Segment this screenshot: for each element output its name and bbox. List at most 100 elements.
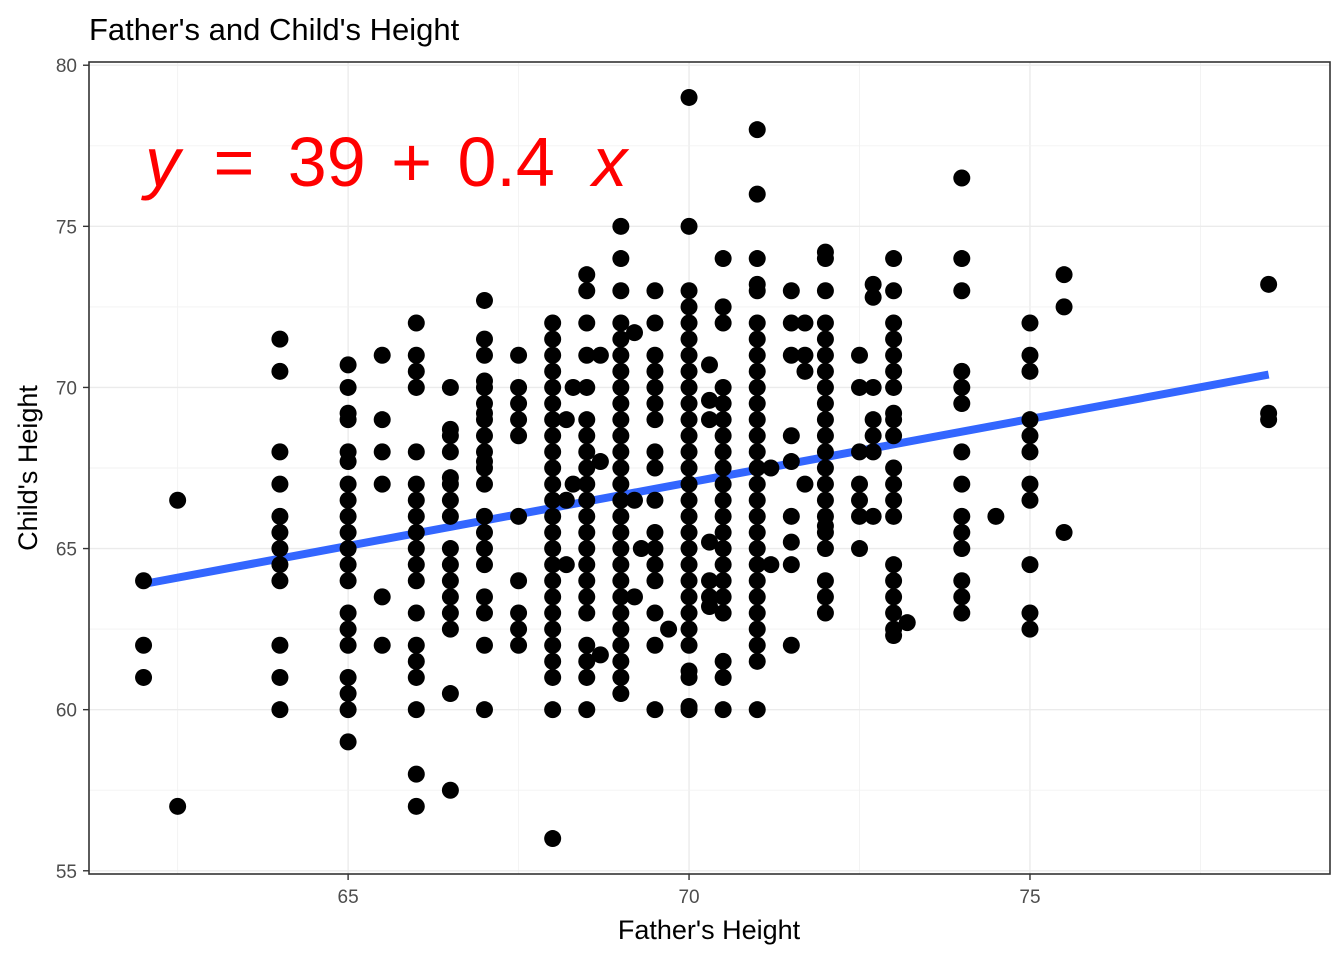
data-point [953, 507, 971, 525]
data-point [714, 668, 732, 686]
data-point [578, 588, 596, 606]
data-point [578, 507, 596, 525]
data-point [612, 362, 630, 380]
data-point [441, 540, 459, 558]
data-point [544, 701, 562, 719]
data-point [475, 475, 493, 493]
data-point [578, 701, 596, 719]
data-point [851, 378, 869, 396]
data-point [271, 507, 289, 525]
data-point [612, 636, 630, 654]
data-point [782, 427, 800, 445]
data-point [816, 411, 834, 429]
data-point [885, 330, 903, 348]
data-point [680, 411, 698, 429]
y-axis-label: Child's Height [13, 385, 43, 551]
data-point [851, 346, 869, 364]
data-point [748, 588, 766, 606]
data-point [680, 556, 698, 574]
data-point [646, 604, 664, 622]
data-point [475, 523, 493, 541]
data-point [714, 314, 732, 332]
data-point [339, 453, 357, 471]
data-point [885, 588, 903, 606]
data-point [885, 627, 903, 645]
data-point [510, 604, 528, 622]
data-point [510, 572, 528, 590]
data-point [885, 314, 903, 332]
data-point [612, 427, 630, 445]
data-point [339, 620, 357, 638]
data-point [680, 475, 698, 493]
data-point [612, 346, 630, 364]
data-point [701, 356, 718, 374]
data-point [407, 523, 425, 541]
data-point [851, 491, 869, 509]
panel-border [88, 61, 1331, 875]
data-point [680, 620, 698, 638]
data-point [407, 604, 425, 622]
data-point [169, 797, 187, 815]
data-point [748, 443, 766, 461]
data-point [748, 427, 766, 445]
data-point [407, 572, 425, 590]
data-point [714, 395, 732, 413]
data-point [714, 507, 732, 525]
data-point [864, 275, 882, 293]
data-point [953, 250, 971, 268]
data-point [816, 395, 834, 413]
data-point [475, 427, 493, 445]
data-point [1021, 620, 1039, 638]
data-point [557, 556, 575, 574]
data-point [816, 314, 834, 332]
data-point [407, 507, 425, 525]
x-tick-label: 75 [1019, 887, 1040, 908]
data-point [612, 475, 630, 493]
data-point [851, 475, 869, 493]
data-point [339, 556, 357, 574]
data-point [578, 378, 596, 396]
data-point [714, 572, 732, 590]
axis-ticks: 65 70 75 55 60 65 70 75 80 [56, 56, 1041, 908]
data-point [714, 475, 732, 493]
data-point [591, 346, 609, 364]
data-point [816, 378, 834, 396]
data-point [953, 604, 971, 622]
data-point [475, 636, 493, 654]
data-point [578, 572, 596, 590]
data-point [612, 314, 630, 332]
data-point [441, 620, 459, 638]
data-point [544, 411, 562, 429]
data-point [135, 572, 153, 590]
data-point [885, 346, 903, 364]
data-point [544, 588, 562, 606]
data-point [680, 282, 698, 300]
data-point [578, 314, 596, 332]
data-point [612, 395, 630, 413]
data-point [510, 507, 528, 525]
data-point [748, 282, 766, 300]
data-point [680, 427, 698, 445]
data-point [646, 411, 664, 429]
data-point [748, 185, 766, 203]
data-point [612, 411, 630, 429]
y-tick-label: 75 [56, 217, 77, 238]
data-point [441, 507, 459, 525]
data-point [475, 378, 493, 396]
data-point [339, 572, 357, 590]
data-point [373, 475, 391, 493]
data-point [271, 523, 289, 541]
data-point [816, 362, 834, 380]
data-point [714, 427, 732, 445]
y-tick-label: 80 [56, 56, 77, 77]
data-point [782, 636, 800, 654]
data-point [816, 572, 834, 590]
data-point [680, 330, 698, 348]
data-point [646, 346, 664, 364]
data-point [475, 291, 493, 309]
data-point [796, 475, 814, 493]
data-point [612, 443, 630, 461]
data-point [1021, 314, 1039, 332]
data-point [339, 475, 357, 493]
data-point [578, 523, 596, 541]
